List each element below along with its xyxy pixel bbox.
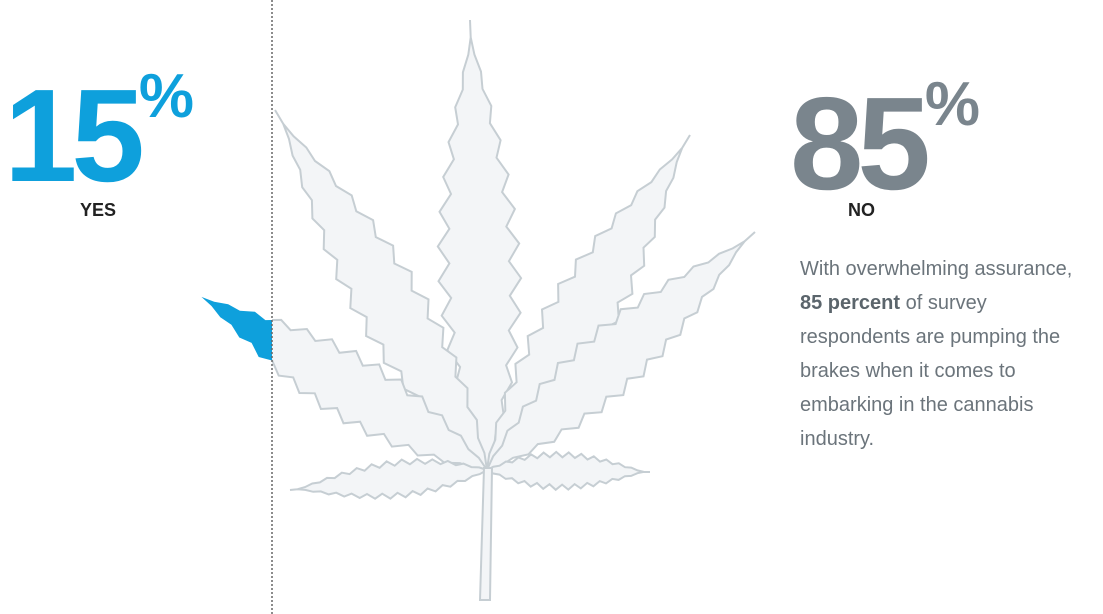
no-figure: 85% — [790, 74, 980, 210]
leaf-yes-part — [190, 290, 272, 361]
leaflet — [485, 231, 756, 472]
description: With overwhelming assurance, 85 percent … — [800, 252, 1100, 456]
desc-emphasis: 85 percent — [800, 292, 901, 314]
yes-figure: 15% — [4, 66, 194, 202]
leaflet — [274, 109, 489, 473]
no-number: 85 — [790, 70, 931, 217]
desc-text: of survey respondents are pumping the br… — [800, 292, 1061, 450]
leaf-no-part — [272, 19, 756, 601]
leaflet — [478, 467, 494, 601]
yes-unit: % — [138, 62, 194, 131]
leaflet — [484, 450, 651, 492]
leaflet — [190, 290, 272, 361]
no-label: NO — [848, 200, 875, 220]
desc-text: With overwhelming assurance, — [800, 258, 1073, 280]
leaflet — [289, 457, 490, 500]
leaflet — [436, 19, 523, 473]
yes-label: YES — [80, 200, 117, 220]
leaflet — [272, 318, 490, 472]
no-unit: % — [924, 70, 980, 139]
yes-number: 15 — [4, 62, 145, 209]
